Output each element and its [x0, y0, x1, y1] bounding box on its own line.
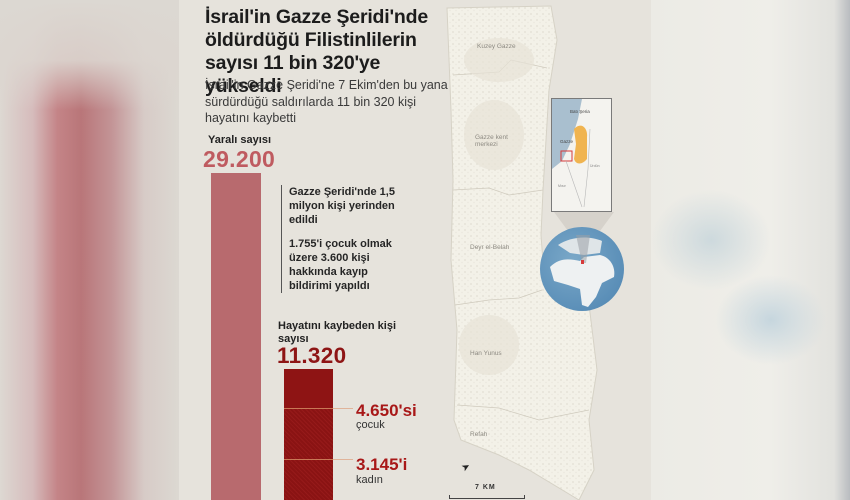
blurred-backdrop-left	[0, 0, 180, 500]
children-killed-label: çocuk	[356, 419, 385, 431]
gaza-strip-shape	[446, 5, 598, 500]
map-label-gaza-city: Gazze kent merkezi	[475, 134, 508, 148]
map-label-deir-al-balah: Deyr el-Belah	[470, 244, 510, 251]
killed-bar	[284, 369, 333, 500]
map-label-north-gaza: Kuzey Gazze	[477, 43, 516, 50]
killed-bar-segment-children	[284, 408, 333, 459]
map-label-rafah: Refah	[470, 431, 488, 438]
globe-continents	[550, 235, 615, 307]
inset-map-shape: Batı Şeria Gazze Ürdün Mısır	[552, 99, 600, 208]
women-killed-label: kadın	[356, 474, 383, 486]
page-title: İsrail'in Gazze Şeridi'nde öldürdüğü Fil…	[205, 6, 428, 97]
globe-locator	[540, 227, 624, 311]
note-displaced: Gazze Şeridi'nde 1,5 milyon kişi yerinde…	[289, 186, 395, 226]
note-missing: 1.755'i çocuk olmak üzere 3.600 kişi hak…	[289, 238, 392, 292]
injured-label: Yaralı sayısı	[208, 134, 271, 146]
killed-label: Hayatını kaybeden kişi sayısı	[278, 320, 396, 345]
killed-bar-segment-women	[284, 459, 333, 500]
infographic-panel: İsrail'in Gazze Şeridi'nde öldürdüğü Fil…	[179, 0, 651, 500]
children-killed-value: 4.650'si	[356, 401, 417, 420]
blurred-backdrop-right	[651, 0, 850, 500]
injured-bar	[211, 173, 261, 500]
inset-label-jordan: Ürdün	[590, 164, 600, 168]
killed-value: 11.320	[277, 343, 347, 368]
leader-line-children	[333, 408, 353, 409]
scale-bar	[449, 495, 525, 499]
gaza-map: Kuzey Gazze Gazze kent merkezi Deyr el-B…	[439, 0, 651, 500]
page-subtitle: İsrail'in Gazze Şeridi'ne 7 Ekim'den bu …	[205, 78, 448, 125]
inset-label-gaza: Gazze	[560, 139, 574, 144]
notes-box: Gazze Şeridi'nde 1,5 milyon kişi yerinde…	[281, 185, 411, 293]
injured-value: 29.200	[203, 146, 276, 172]
women-killed-value: 3.145'i	[356, 455, 408, 474]
inset-label-west-bank: Batı Şeria	[570, 109, 590, 114]
map-label-khan-yunis: Han Yunus	[470, 350, 502, 357]
leader-line-women	[333, 459, 353, 460]
inset-locator-map: Batı Şeria Gazze Ürdün Mısır	[551, 98, 612, 212]
inset-label-egypt: Mısır	[558, 184, 567, 188]
scale-label: 7 KM	[475, 484, 496, 491]
